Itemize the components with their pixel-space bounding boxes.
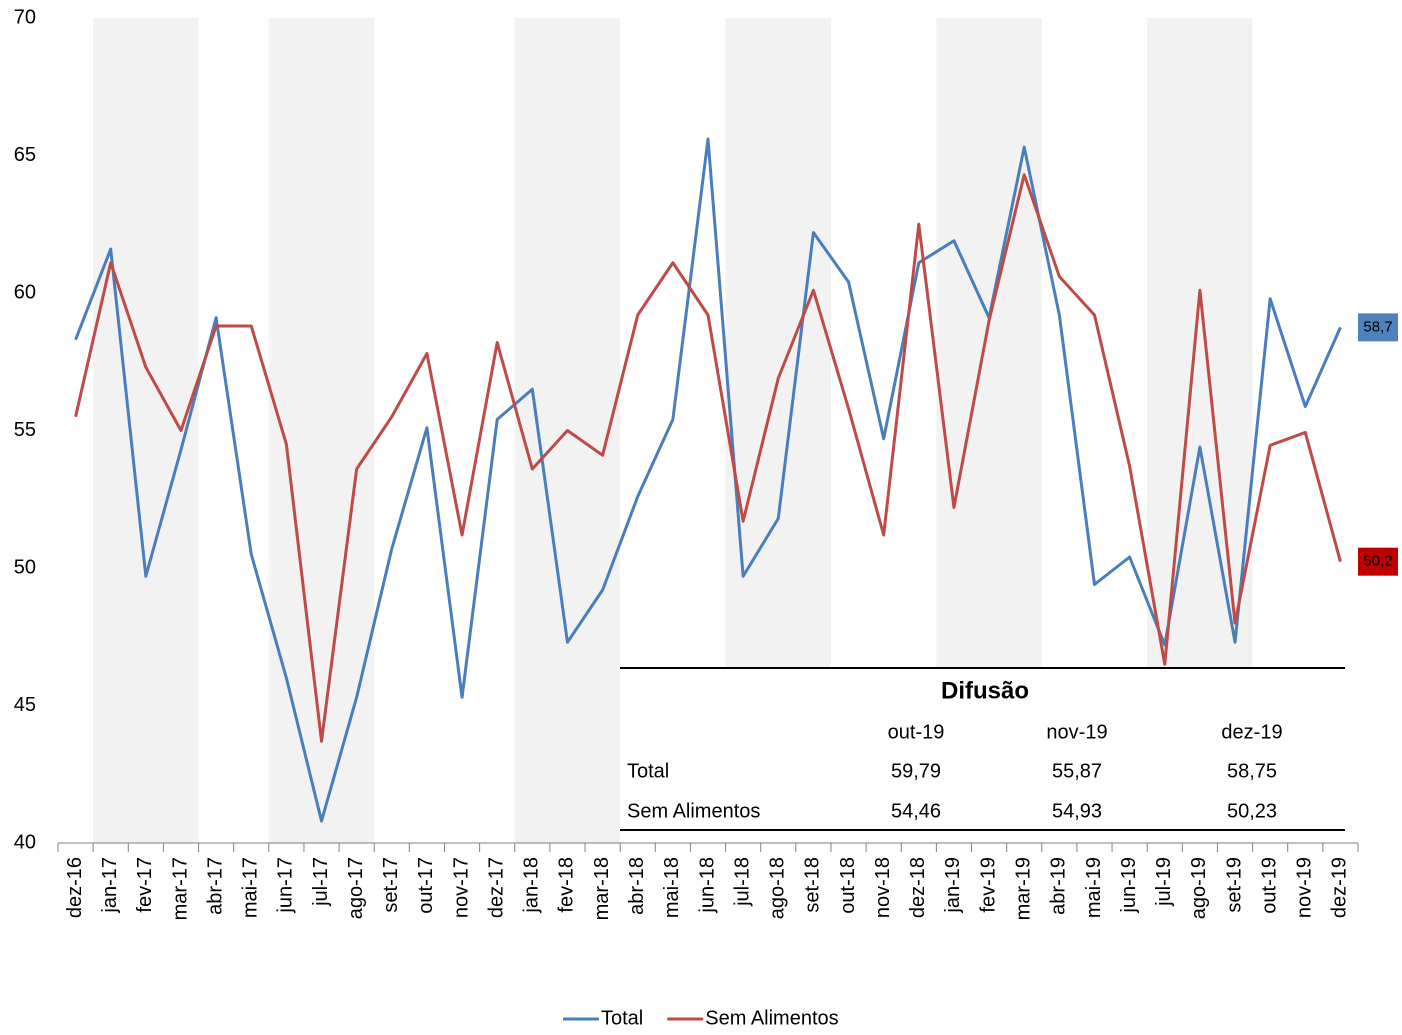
table-header: out-19 xyxy=(888,721,945,743)
x-tick-label: ago-17 xyxy=(345,857,367,919)
legend-label: Sem Alimentos xyxy=(705,1007,838,1029)
x-tick-label: out-18 xyxy=(837,857,859,914)
table-cell: 54,93 xyxy=(1052,800,1102,822)
table-cell: 50,23 xyxy=(1227,800,1277,822)
x-tick-label: jun-19 xyxy=(1118,857,1140,914)
value-label-box xyxy=(1358,547,1398,576)
legend-label: Total xyxy=(601,1007,643,1029)
y-tick-label: 40 xyxy=(14,831,36,853)
x-tick-label: nov-19 xyxy=(1294,857,1316,918)
x-tick-label: set-18 xyxy=(802,857,824,913)
y-tick-label: 45 xyxy=(14,694,36,716)
x-tick-label: out-19 xyxy=(1258,857,1280,914)
x-tick-label: set-17 xyxy=(380,857,402,913)
value-label-box xyxy=(1358,313,1398,342)
x-tick-label: jun-18 xyxy=(696,857,718,914)
shaded-band xyxy=(93,18,199,843)
x-tick-label: jul-17 xyxy=(310,857,332,907)
table-row-label: Total xyxy=(627,760,669,782)
value-label: 50,2 xyxy=(1363,553,1392,570)
series-line xyxy=(74,173,1342,743)
x-tick-label: nov-18 xyxy=(872,857,894,918)
x-tick-label: ago-19 xyxy=(1188,857,1210,919)
y-tick-label: 65 xyxy=(14,144,36,166)
x-tick-label: fev-17 xyxy=(134,857,156,913)
x-tick-label: nov-17 xyxy=(450,857,472,918)
series-line xyxy=(74,137,1342,823)
x-tick-label: dez-16 xyxy=(64,857,86,918)
shaded-band xyxy=(268,18,375,843)
x-tick-label: dez-18 xyxy=(907,857,929,918)
x-tick-label: abr-18 xyxy=(626,857,648,915)
x-tick-label: set-19 xyxy=(1223,857,1245,913)
x-tick-label: jul-18 xyxy=(731,857,753,907)
table-cell: 55,87 xyxy=(1052,760,1102,782)
table-cell: 59,79 xyxy=(891,760,941,782)
x-tick-label: abr-19 xyxy=(1048,857,1070,915)
table-cell: 54,46 xyxy=(891,800,941,822)
x-tick-label: dez-17 xyxy=(485,857,507,918)
y-tick-label: 60 xyxy=(14,281,36,303)
x-tick-label: jan-17 xyxy=(99,857,121,914)
x-tick-label: mar-19 xyxy=(1012,857,1034,920)
x-tick-label: ago-18 xyxy=(767,857,789,919)
x-tick-label: jun-17 xyxy=(275,857,297,914)
x-tick-label: mar-17 xyxy=(169,857,191,920)
table-header: nov-19 xyxy=(1046,721,1107,743)
x-tick-label: out-17 xyxy=(415,857,437,914)
table-cell: 58,75 xyxy=(1227,760,1277,782)
x-tick-label: jan-18 xyxy=(521,857,543,914)
x-tick-label: abr-17 xyxy=(204,857,226,915)
x-tick-label: mai-19 xyxy=(1083,857,1105,918)
x-tick-label: dez-19 xyxy=(1329,857,1351,918)
table-background xyxy=(620,668,1346,842)
table-header: dez-19 xyxy=(1221,721,1282,743)
x-tick-label: fev-18 xyxy=(556,857,578,913)
x-tick-label: mai-18 xyxy=(661,857,683,918)
y-tick-label: 55 xyxy=(14,419,36,441)
table-row-label: Sem Alimentos xyxy=(627,800,760,822)
y-tick-label: 70 xyxy=(14,6,36,28)
y-tick-label: 50 xyxy=(14,556,36,578)
x-tick-label: mai-17 xyxy=(240,857,262,918)
x-tick-label: fev-19 xyxy=(977,857,999,913)
table-title: Difusão xyxy=(941,677,1029,704)
x-tick-label: jul-19 xyxy=(1153,857,1175,907)
x-tick-label: jan-19 xyxy=(942,857,964,914)
value-label: 58,7 xyxy=(1363,318,1392,335)
x-tick-label: mar-18 xyxy=(591,857,613,920)
